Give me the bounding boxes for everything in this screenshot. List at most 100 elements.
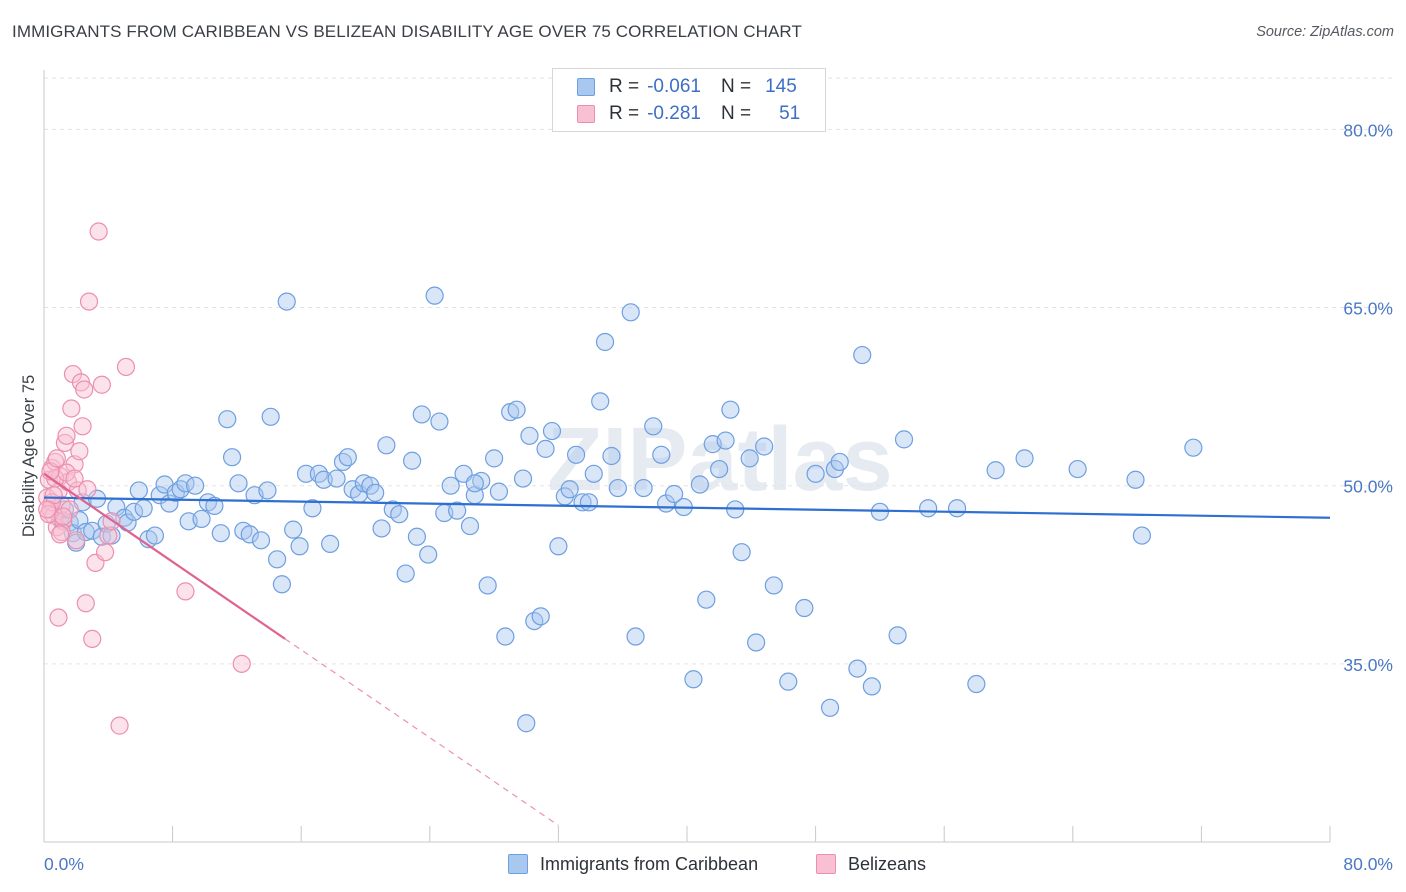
data-point-caribbean [732,543,751,562]
data-point-belizean [79,292,99,311]
data-point-caribbean [644,417,663,436]
data-point-caribbean [124,502,144,521]
data-point-caribbean [460,516,480,536]
legend-r-label: R = [609,76,640,97]
data-point-caribbean [967,674,986,694]
y-tick-label: 65.0% [1343,299,1393,319]
data-point-caribbean [747,633,766,652]
data-point-caribbean [412,405,431,424]
data-point-caribbean [740,449,759,468]
y-tick-label: 35.0% [1343,655,1393,675]
data-point-caribbean [595,332,615,352]
bottom-legend-belizean: Belizeans [816,852,926,876]
data-point-caribbean [284,520,303,539]
data-point-caribbean [205,496,224,515]
data-point-caribbean [690,475,709,494]
y-axis-label: Disability Age Over 75 [20,375,38,537]
legend-swatch-belizean [577,105,595,123]
data-point-caribbean [1068,459,1087,479]
data-point-caribbean [396,564,415,583]
data-point-belizean [65,469,84,488]
data-point-caribbean [716,431,735,450]
data-point-caribbean [848,659,867,678]
legend-swatch-caribbean [577,78,595,96]
data-point-caribbean [303,499,322,518]
data-point-caribbean [366,483,385,502]
data-point-caribbean [229,474,248,493]
source-label: Source: ZipAtlas.com [1256,24,1394,40]
legend-n-label: N = [720,103,752,124]
data-point-caribbean [591,392,610,411]
data-point-caribbean [240,525,259,544]
data-point-caribbean [489,482,509,501]
data-point-caribbean [560,480,579,499]
data-point-caribbean [536,439,555,458]
data-point-caribbean [272,575,292,594]
data-point-caribbean [222,448,242,467]
data-point-belizean [57,426,76,445]
data-point-belizean [50,525,70,544]
data-point-belizean [75,380,94,399]
data-point-caribbean [894,430,914,449]
data-point-caribbean [710,459,729,479]
data-point-caribbean [419,545,438,564]
data-point-caribbean [485,449,504,468]
data-point-caribbean [888,626,907,645]
data-point-caribbean [697,590,716,609]
data-point-caribbean [1015,449,1034,468]
data-point-caribbean [448,501,467,520]
data-point-belizean [78,480,97,499]
data-point-caribbean [277,292,296,311]
data-point-caribbean [626,627,645,646]
data-point-belizean [83,629,102,649]
data-point-caribbean [372,519,391,538]
data-point-caribbean [211,524,230,543]
data-point-caribbean [947,499,967,518]
data-point-caribbean [542,421,562,441]
data-point-caribbean [806,464,825,483]
data-point-belizean [99,526,118,545]
legend-r-value: -0.061 [647,76,701,97]
data-point-caribbean [531,607,550,626]
data-point-caribbean [321,534,340,553]
data-point-caribbean [986,461,1005,480]
data-point-caribbean [513,469,533,488]
y-tick-label: 80.0% [1343,120,1393,140]
data-point-caribbean [309,464,328,483]
x-tick-label: 0.0% [44,854,84,874]
data-point-caribbean [261,407,280,426]
data-point-caribbean [665,484,684,504]
bottom-legend-caribbean: Immigrants from Caribbean [508,852,758,876]
data-point-caribbean [919,499,938,518]
data-point-belizean [55,433,74,453]
data-point-caribbean [425,286,444,305]
data-point-caribbean [652,445,671,464]
data-point-caribbean [853,345,872,365]
data-point-belizean [73,417,92,436]
data-point-caribbean [129,481,148,500]
x-tick-label: 80.0% [1343,854,1393,874]
data-point-caribbean [1184,438,1203,457]
data-point-belizean [54,507,73,526]
data-point-caribbean [171,480,190,499]
bottom-legend-label: Belizeans [848,853,927,874]
trend-lines [43,472,1331,826]
data-point-belizean [232,654,251,673]
data-point-caribbean [267,550,287,569]
data-point-belizean [47,449,66,468]
bottom-legend-swatch-belizean [816,854,836,874]
data-point-caribbean [377,436,396,455]
axes [43,70,1331,843]
bottom-legend-label: Immigrants from Caribbean [540,853,759,874]
trend-line-belizean-extension [284,638,559,826]
legend-n-label: N = [720,76,752,97]
data-point-belizean [95,543,115,562]
data-point-caribbean [755,437,774,456]
correlation-legend: R = -0.061 N = 145 R = -0.281 N = 51 [552,68,826,132]
bottom-legend-swatch-caribbean [508,854,528,874]
data-point-belizean [110,716,129,735]
legend-n-value: 51 [779,103,801,124]
data-point-belizean [70,442,89,461]
data-point-caribbean [496,627,515,646]
